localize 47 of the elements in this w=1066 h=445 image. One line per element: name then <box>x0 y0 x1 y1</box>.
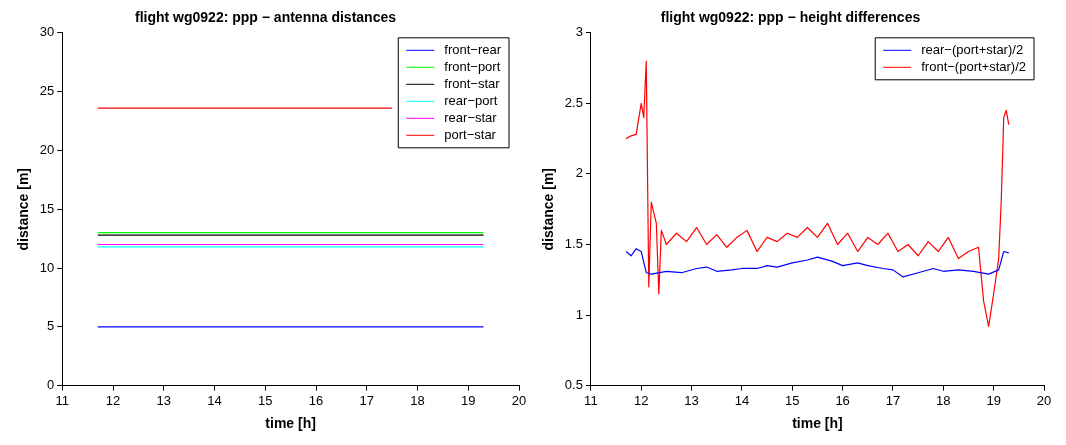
x-tick-label: 11 <box>55 392 70 408</box>
y-tick-label: 0.5 <box>564 377 583 393</box>
x-tick-label: 11 <box>584 392 598 408</box>
x-tick-label: 17 <box>885 392 901 408</box>
y-tick-label: 20 <box>39 141 55 157</box>
legend-label: front−star <box>444 75 501 91</box>
x-tick-label: 16 <box>835 392 850 408</box>
legend-label: rear−port <box>444 92 498 108</box>
x-tick-label: 14 <box>734 392 750 408</box>
y-tick-label: 2.5 <box>564 94 583 110</box>
y-tick-label: 5 <box>47 318 55 334</box>
legend-label: front−port <box>444 58 501 74</box>
x-tick-label: 16 <box>308 392 324 408</box>
y-tick-label: 2 <box>575 165 583 181</box>
legend-label: front−(port+star)/2 <box>921 58 1027 74</box>
x-tick-label: 12 <box>105 392 121 408</box>
chart-title: flight wg0922: ppp − height differences <box>660 9 921 26</box>
x-tick-label: 15 <box>258 392 273 408</box>
x-tick-label: 18 <box>936 392 951 408</box>
y-axis-title: distance [m] <box>15 167 32 251</box>
y-tick-label: 1 <box>575 306 583 322</box>
x-tick-label: 19 <box>986 392 1001 408</box>
y-tick-label: 30 <box>39 24 55 40</box>
y-tick-label: 10 <box>39 259 55 275</box>
y-tick-label: 3 <box>575 24 583 40</box>
y-tick-label: 15 <box>39 200 55 216</box>
x-tick-label: 14 <box>207 392 222 408</box>
y-axis-title: distance [m] <box>540 167 557 251</box>
x-tick-label: 19 <box>461 392 476 408</box>
legend-label: port−star <box>444 126 497 142</box>
y-tick-label: 1.5 <box>564 236 583 252</box>
x-tick-label: 20 <box>511 392 527 408</box>
x-axis-title: time [h] <box>265 415 316 432</box>
x-tick-label: 20 <box>1036 392 1052 408</box>
chart-title: flight wg0922: ppp − antenna distances <box>135 9 397 26</box>
x-tick-label: 15 <box>785 392 800 408</box>
legend-label: rear−star <box>444 109 498 125</box>
x-tick-label: 12 <box>633 392 649 408</box>
x-tick-label: 18 <box>410 392 425 408</box>
x-tick-label: 13 <box>684 392 699 408</box>
x-tick-label: 13 <box>156 392 171 408</box>
y-tick-label: 0 <box>47 377 55 393</box>
x-axis-title: time [h] <box>792 415 843 432</box>
legend-label: front−rear <box>444 41 502 57</box>
x-tick-label: 17 <box>359 392 374 408</box>
legend-label: rear−(port+star)/2 <box>921 41 1024 57</box>
y-tick-label: 25 <box>39 83 55 99</box>
